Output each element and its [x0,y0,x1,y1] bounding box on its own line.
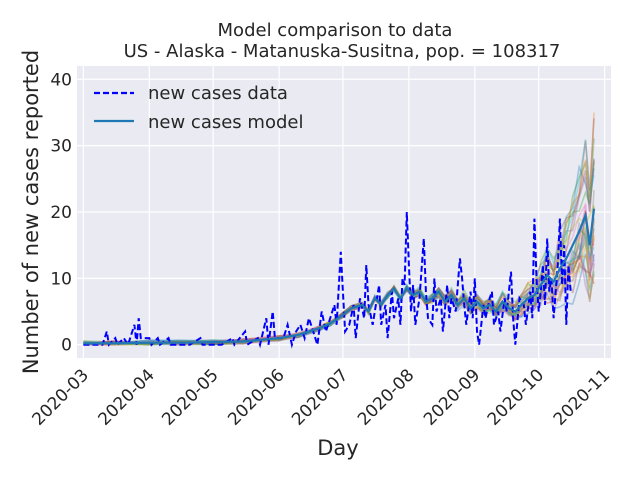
x-tick-label: 2020-06 [224,365,288,429]
x-axis-label: Day [317,436,358,460]
y-tick-label: 0 [61,336,72,356]
y-tick-label: 10 [50,269,72,289]
x-tick-label: 2020-05 [158,365,222,429]
x-tick-label: 2020-04 [95,365,159,429]
y-tick-label: 40 [50,70,72,90]
x-tick-label: 2020-09 [420,365,484,429]
y-tick-label: 20 [50,203,72,223]
series [83,208,596,349]
legend-label-data: new cases data [148,83,288,104]
chart-title: Model comparison to data [218,20,453,41]
y-tick-label: 30 [50,137,72,157]
series-line-model [83,208,596,345]
x-tick-label: 2020-08 [354,365,418,429]
y-tick-labels: 0 10 20 30 40 [50,70,72,355]
model-trajectory [83,163,595,346]
grid [77,66,611,358]
series-line-data [83,211,572,349]
x-tick-labels: 2020-03 2020-04 2020-05 2020-06 2020-07 2020-… [29,365,615,429]
legend-label-model: new cases model [148,112,303,133]
x-tick-label: 2020-07 [288,365,352,429]
model-trajectory [83,190,595,346]
legend: new cases data new cases model [94,83,303,133]
y-axis-label: Number of new cases reported [19,50,43,374]
x-tick-label: 2020-11 [550,365,614,429]
chart-subtitle: US - Alaska - Matanuska-Susitna, pop. = … [124,41,561,62]
x-tick-label: 2020-10 [484,365,548,429]
